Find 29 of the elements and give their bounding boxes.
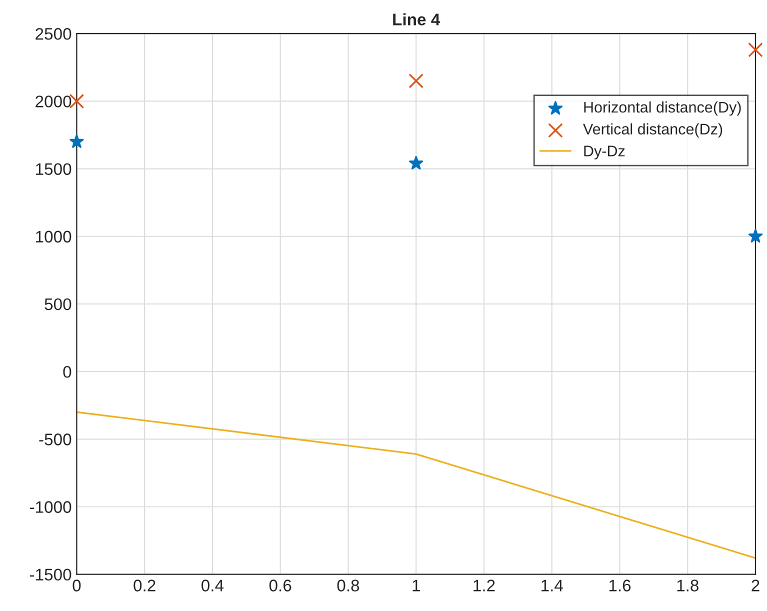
x-tick-label: 1.2 — [474, 580, 495, 592]
legend-label: Vertical distance(Dz) — [583, 123, 722, 138]
x-tick-label: 1.4 — [542, 580, 563, 592]
legend-label: Horizontal distance(Dy) — [584, 101, 741, 116]
y-tick-label: 1500 — [36, 163, 72, 175]
y-tick-label: 500 — [44, 298, 72, 310]
x-tick-label: 0.6 — [269, 580, 292, 592]
point — [70, 134, 84, 148]
y-tick-label: -1500 — [30, 568, 72, 581]
x-tick-label: 0.2 — [134, 580, 156, 592]
y-tick-label: 0 — [63, 366, 72, 378]
legend-label: Dy-Dz — [584, 146, 625, 160]
point — [408, 73, 424, 88]
x-tick-label: 2 — [752, 580, 760, 592]
x-tick-label: 0.4 — [202, 580, 224, 592]
point — [408, 156, 424, 170]
x-tick-label: 1.8 — [677, 580, 698, 592]
x-tick-label: 0.8 — [337, 580, 360, 592]
point — [748, 42, 763, 58]
y-tick-label: -500 — [39, 434, 72, 446]
x-tick-label: 0 — [72, 580, 81, 592]
x-tick-label: 1 — [412, 580, 420, 592]
y-tick-label: 2500 — [36, 28, 72, 40]
y-tick-label: 1000 — [36, 230, 72, 243]
chart-title: Line 4 — [393, 13, 440, 26]
x-tick-label: 1.6 — [609, 580, 631, 592]
y-tick-label: -1000 — [30, 501, 72, 513]
point — [748, 228, 763, 243]
y-tick-label: 2000 — [36, 96, 72, 108]
